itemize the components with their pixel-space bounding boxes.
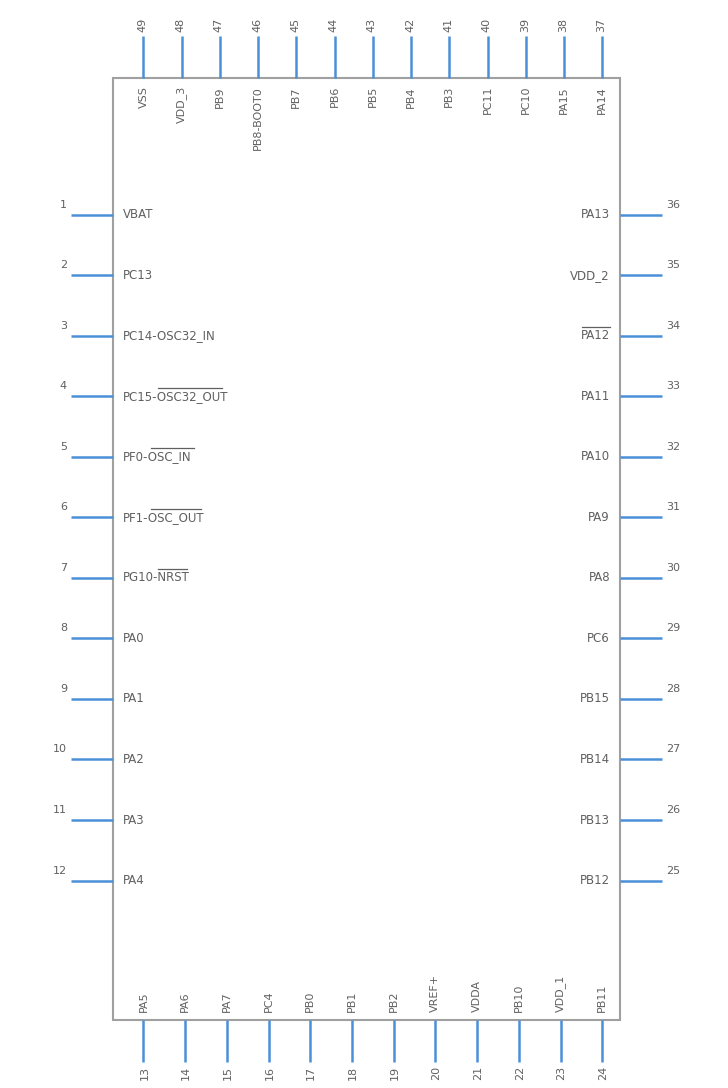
Text: VBAT: VBAT (123, 208, 154, 221)
Text: 30: 30 (666, 562, 680, 573)
Text: PA3: PA3 (123, 814, 145, 827)
Text: 45: 45 (290, 17, 301, 32)
Text: 12: 12 (53, 866, 67, 876)
Text: PB15: PB15 (580, 692, 610, 705)
Text: PA9: PA9 (588, 510, 610, 523)
Text: 8: 8 (60, 623, 67, 633)
Text: 3: 3 (60, 321, 67, 331)
Text: PC15-OSC32_OUT: PC15-OSC32_OUT (123, 390, 229, 403)
Text: 17: 17 (306, 1066, 316, 1080)
Text: PB11: PB11 (597, 984, 607, 1012)
Text: PA0: PA0 (123, 632, 145, 645)
Text: 38: 38 (558, 17, 568, 32)
Text: 14: 14 (181, 1066, 191, 1080)
Text: 25: 25 (666, 866, 680, 876)
Text: PB2: PB2 (389, 990, 399, 1012)
Text: PA7: PA7 (222, 991, 232, 1012)
Text: 6: 6 (60, 503, 67, 512)
Text: 41: 41 (443, 17, 454, 32)
Text: PF0-OSC_IN: PF0-OSC_IN (123, 450, 191, 463)
Bar (113, 78, 620, 1021)
Text: 40: 40 (481, 17, 491, 32)
Text: 39: 39 (520, 17, 530, 32)
Text: 5: 5 (60, 442, 67, 452)
Text: VREF+: VREF+ (430, 974, 440, 1012)
Text: PB1: PB1 (347, 991, 357, 1012)
Text: 36: 36 (666, 199, 680, 210)
Text: 13: 13 (140, 1066, 149, 1080)
Text: PB10: PB10 (514, 984, 524, 1012)
Text: PB6: PB6 (330, 86, 339, 108)
Text: PA6: PA6 (180, 991, 190, 1012)
Text: PA8: PA8 (588, 571, 610, 584)
Text: PB5: PB5 (368, 86, 378, 108)
Text: PC11: PC11 (483, 86, 493, 114)
Text: PB13: PB13 (580, 814, 610, 827)
Text: 33: 33 (666, 381, 680, 392)
Text: 37: 37 (596, 17, 606, 32)
Text: 4: 4 (60, 381, 67, 392)
Text: PB3: PB3 (444, 86, 454, 108)
Text: PC10: PC10 (521, 86, 531, 114)
Text: PA10: PA10 (581, 450, 610, 463)
Text: PA11: PA11 (581, 390, 610, 403)
Text: PG10-NRST: PG10-NRST (123, 571, 190, 584)
Text: 28: 28 (666, 684, 680, 694)
Text: PA12: PA12 (581, 330, 610, 343)
Text: 23: 23 (556, 1066, 566, 1080)
Text: PF1-OSC_OUT: PF1-OSC_OUT (123, 510, 205, 523)
Text: 49: 49 (138, 17, 147, 32)
Text: 42: 42 (405, 17, 415, 32)
Text: VSS: VSS (138, 86, 149, 108)
Text: PA4: PA4 (123, 874, 145, 887)
Text: PB9: PB9 (215, 86, 225, 108)
Text: 26: 26 (666, 805, 680, 815)
Text: PB14: PB14 (580, 753, 610, 766)
Text: 27: 27 (666, 744, 680, 754)
Text: PA2: PA2 (123, 753, 145, 766)
Text: 15: 15 (223, 1066, 233, 1080)
Text: PB4: PB4 (406, 86, 416, 108)
Text: VDD_1: VDD_1 (555, 975, 566, 1012)
Text: PB8-BOOT0: PB8-BOOT0 (253, 86, 263, 150)
Text: PC14-OSC32_IN: PC14-OSC32_IN (123, 330, 215, 343)
Text: 35: 35 (666, 260, 680, 270)
Text: 11: 11 (53, 805, 67, 815)
Text: 1: 1 (60, 199, 67, 210)
Text: 19: 19 (389, 1066, 400, 1080)
Text: PA14: PA14 (597, 86, 607, 114)
Text: PA5: PA5 (138, 991, 149, 1012)
Text: 10: 10 (53, 744, 67, 754)
Text: PC4: PC4 (264, 990, 274, 1012)
Text: PC6: PC6 (587, 632, 610, 645)
Text: VDD_3: VDD_3 (176, 86, 187, 123)
Text: 43: 43 (367, 17, 377, 32)
Text: PB12: PB12 (580, 874, 610, 887)
Text: 31: 31 (666, 503, 680, 512)
Text: 47: 47 (214, 17, 224, 32)
Text: 7: 7 (60, 562, 67, 573)
Text: 46: 46 (252, 17, 262, 32)
Text: 9: 9 (60, 684, 67, 694)
Text: 32: 32 (666, 442, 680, 452)
Text: 20: 20 (432, 1066, 441, 1080)
Text: VDD_2: VDD_2 (570, 269, 610, 282)
Text: 44: 44 (328, 17, 339, 32)
Text: VDDA: VDDA (472, 980, 482, 1012)
Text: 16: 16 (264, 1066, 274, 1080)
Text: PB0: PB0 (305, 991, 315, 1012)
Text: 24: 24 (598, 1066, 609, 1080)
Text: 34: 34 (666, 321, 680, 331)
Text: 48: 48 (175, 17, 186, 32)
Text: PA13: PA13 (581, 208, 610, 221)
Text: PA15: PA15 (559, 86, 569, 113)
Text: 2: 2 (60, 260, 67, 270)
Text: 18: 18 (348, 1066, 358, 1080)
Text: 29: 29 (666, 623, 680, 633)
Text: PA1: PA1 (123, 692, 145, 705)
Text: PB7: PB7 (291, 86, 301, 108)
Text: PC13: PC13 (123, 269, 153, 282)
Text: 22: 22 (515, 1066, 525, 1080)
Text: 21: 21 (473, 1066, 483, 1080)
